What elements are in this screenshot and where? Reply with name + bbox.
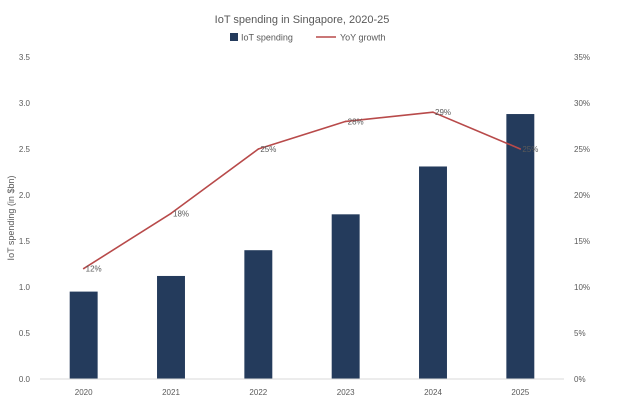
growth-point (82, 267, 85, 270)
y2-tick-label: 15% (574, 237, 590, 246)
x-tick-label: 2024 (424, 388, 442, 397)
growth-point (170, 212, 172, 215)
y-tick-label: 3.5 (19, 53, 31, 62)
bar (244, 250, 273, 379)
bar (506, 114, 535, 379)
x-tick-label: 2025 (511, 388, 529, 397)
bar (419, 166, 447, 379)
y2-tick-label: 20% (574, 191, 590, 200)
legend-label-line: YoY growth (340, 33, 386, 43)
y-tick-label: 1.5 (19, 237, 31, 246)
y2-tick-label: 5% (574, 329, 586, 338)
y2-tick-label: 35% (574, 53, 590, 62)
growth-point (344, 120, 347, 123)
bar (69, 291, 98, 379)
y-tick-label: 0.0 (19, 375, 31, 384)
y2-tick-label: 10% (574, 283, 590, 292)
y-tick-label: 1.0 (19, 283, 31, 292)
growth-line (83, 111, 521, 270)
bar (331, 214, 360, 379)
line-data-labels: 12% 18% 25% 28% 29% 25% (86, 108, 539, 273)
y2-tick-label: 0% (574, 375, 586, 384)
growth-data-label: 18% (173, 209, 189, 218)
growth-data-label: 28% (348, 117, 364, 126)
y-tick-label: 3.0 (19, 99, 31, 108)
growth-point (257, 148, 260, 150)
bar-series (69, 114, 535, 379)
growth-data-label: 29% (435, 108, 451, 117)
growth-data-label: 25% (522, 145, 538, 154)
growth-point (432, 111, 434, 113)
legend: IoT spending YoY growth (230, 33, 386, 43)
y-tick-label: 0.5 (19, 329, 31, 338)
legend-label-bar: IoT spending (241, 33, 293, 43)
x-tick-label: 2023 (337, 388, 355, 397)
x-tick-label: 2021 (162, 388, 180, 397)
y2-tick-label: 30% (574, 99, 590, 108)
x-axis-ticks: 2020 2021 2022 2023 2024 2025 (75, 388, 530, 397)
growth-point (519, 148, 522, 150)
growth-data-label: 25% (260, 145, 276, 154)
legend-swatch-bar (230, 33, 238, 41)
y-axis-ticks: 0.0 0.5 1.0 1.5 2.0 2.5 3.0 3.5 (19, 53, 31, 384)
bar (157, 275, 185, 379)
growth-data-label: 12% (86, 265, 102, 274)
x-tick-label: 2022 (249, 388, 267, 397)
y2-tick-label: 25% (574, 145, 590, 154)
chart-title: IoT spending in Singapore, 2020-25 (215, 14, 390, 26)
y-tick-label: 2.5 (19, 145, 31, 154)
y2-axis-ticks: 0% 5% 10% 15% 20% 25% 30% 35% (574, 53, 590, 384)
line-series (82, 111, 522, 270)
y-tick-label: 2.0 (19, 191, 31, 200)
y-axis-label: IoT spending (in $bn) (6, 176, 16, 261)
x-tick-label: 2020 (75, 388, 93, 397)
